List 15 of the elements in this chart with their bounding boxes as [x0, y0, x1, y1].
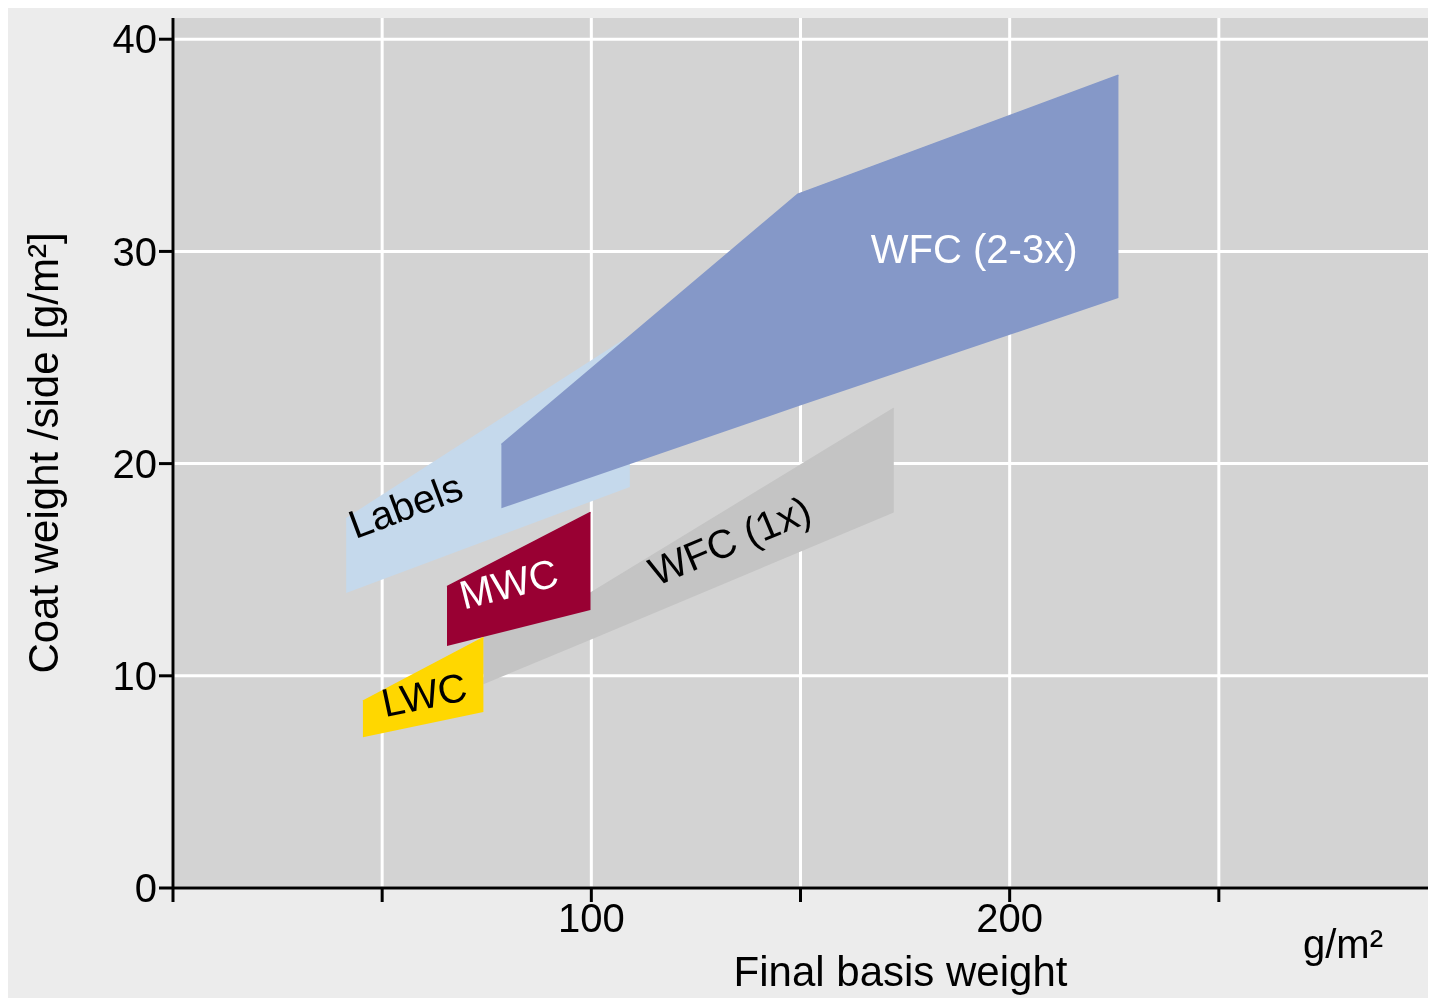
y-tick-label: 10	[112, 654, 157, 698]
y-tick-label: 30	[112, 229, 157, 274]
y-tick-label: 20	[112, 441, 157, 486]
series-label: WFC (2-3x)	[870, 227, 1078, 272]
text: MWC	[454, 550, 563, 618]
text: g/m²	[1303, 922, 1383, 966]
x-axis-title: Final basis weight	[733, 948, 1068, 995]
text: Labels	[342, 464, 469, 547]
text: WFC (1x)	[642, 487, 818, 594]
text: LWC	[377, 664, 471, 726]
y-axis-title: Coat weight /side [g/m²]	[20, 232, 67, 674]
x-tick-label: 100	[557, 896, 625, 941]
y-tick-label: 40	[112, 17, 157, 62]
x-tick-label: 200	[976, 896, 1044, 941]
y-tick-label: 0	[134, 866, 157, 911]
